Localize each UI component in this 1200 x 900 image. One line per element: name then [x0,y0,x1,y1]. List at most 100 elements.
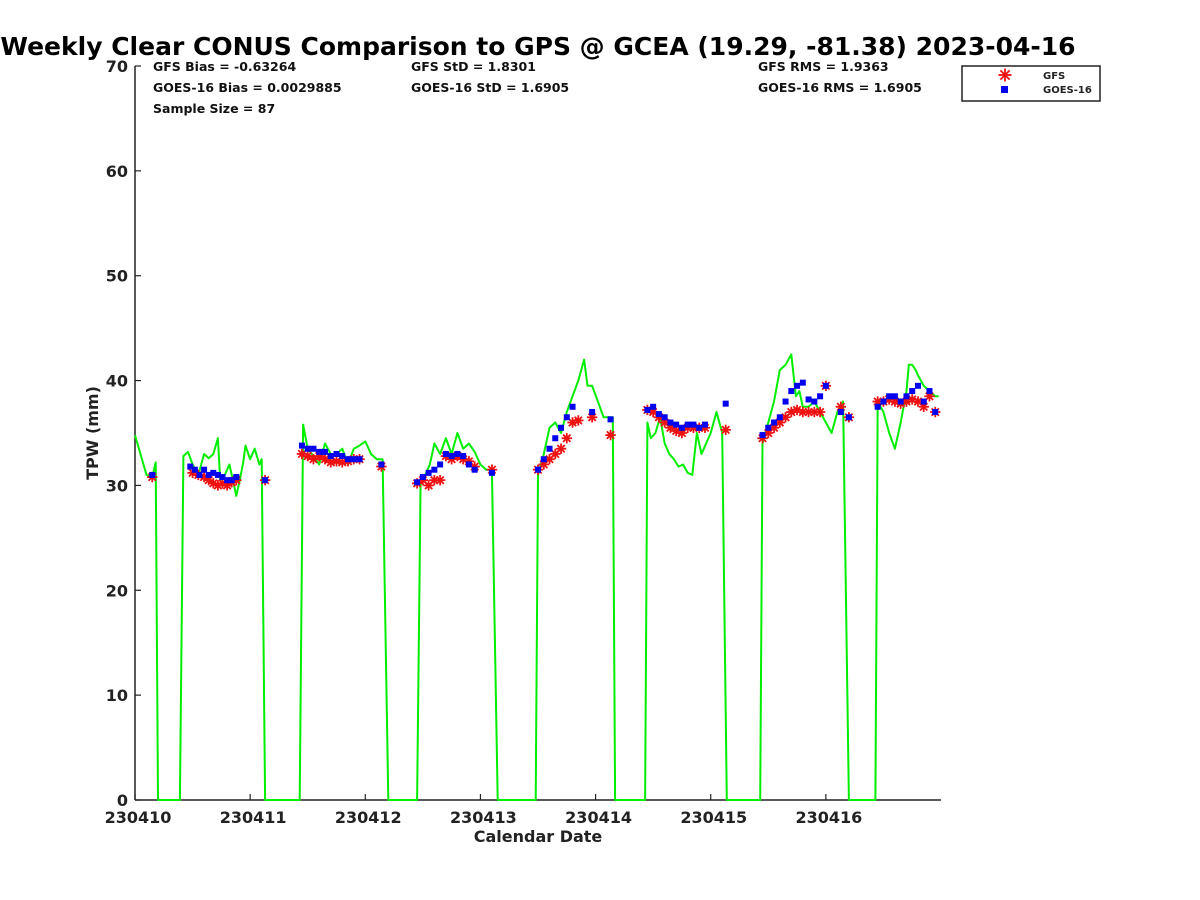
goes-point [794,382,801,389]
goes-point [437,461,444,468]
stats-block: GFS Bias = -0.63264 GOES-16 Bias = 0.002… [153,59,922,116]
goes-point [817,393,824,400]
goes-point [546,445,553,452]
goes-point [228,477,235,484]
gfs-point [573,415,584,426]
goes-point [759,432,766,439]
stat-gfs-std: GFS StD = 1.8301 [411,59,536,74]
goes-point [465,461,472,468]
goes-point [558,424,565,431]
gfs-point [720,424,731,436]
stat-goes-bias: GOES-16 Bias = 0.0029885 [153,80,342,95]
goes-point [262,477,269,484]
goes-point [903,393,910,400]
plot-area: 0 10 20 30 40 50 60 70 230410 230411 230412 230413… [105,57,941,827]
goes-point [224,477,231,484]
goes-point [149,471,156,478]
gfs-point [605,429,616,441]
gfs-point-stroke [606,430,615,440]
goes-point [684,421,691,428]
goes-point [350,456,357,463]
goes-point [310,445,317,452]
goes-point [722,400,729,407]
goes-point [201,466,208,473]
gfs-point-stroke [815,407,825,417]
goes-point [607,416,614,423]
stat-goes-std: GOES-16 StD = 1.6905 [411,80,569,95]
chart-title: Weekly Clear CONUS Comparison to GPS @ G… [0,32,1075,61]
legend-goes-marker [1001,86,1008,93]
gfs-point-stroke [913,397,923,406]
gfs-point-stroke [792,405,802,415]
goes-point [454,450,461,457]
gfs-point-stroke [208,479,218,488]
goes-point [552,435,559,442]
goes-point [805,396,812,403]
goes-point [886,393,893,400]
goes-point [219,474,226,481]
x-tick-label: 230416 [795,808,862,827]
x-tick-label: 230412 [335,808,402,827]
goes-point [880,398,887,405]
gfs-point-stroke [435,475,445,485]
gfs-point-stroke [556,444,566,454]
goes-point [205,471,212,478]
goes-point [471,466,478,473]
gfs-point-stroke [297,449,307,459]
goes-point [771,419,778,426]
goes-point [425,469,432,476]
stat-gfs-bias: GFS Bias = -0.63264 [153,59,296,74]
x-tick-label: 230413 [450,808,517,827]
goes-point [782,398,789,405]
goes-point [837,409,844,416]
legend-gfs-label: GFS [1043,71,1065,82]
gps-line [134,353,939,801]
series-layer [134,353,941,801]
legend-gfs-star [998,68,1012,82]
goes-point [321,448,328,455]
x-tick-label: 230411 [220,808,287,827]
goes-point [589,409,596,416]
y-axis-ticks: 0 10 20 30 40 50 60 70 [106,57,141,810]
y-tick-label: 60 [106,162,128,181]
goes-point [345,456,352,463]
goes-point [891,393,898,400]
goes-point [316,448,323,455]
gfs-point-stroke [671,426,681,436]
legend-gfs-star-stroke [999,69,1011,81]
goes-point [909,388,916,395]
goes-point [210,469,217,476]
goes-point [914,382,921,389]
goes-point [799,379,806,386]
goes-point [333,450,340,457]
goes-point [926,388,933,395]
goes-point [920,398,927,405]
gfs-point-stroke [303,451,313,461]
y-axis-label: TPW (mm) [83,386,102,480]
goes-point [788,388,795,395]
series-goes-16 [149,379,939,486]
gfs-point-stroke [573,416,583,425]
goes-point [187,463,194,470]
gfs-point-stroke [562,433,572,443]
gfs-point-stroke [320,454,330,464]
goes-point [460,453,467,460]
y-tick-label: 70 [106,57,128,76]
gfs-point-stroke [337,458,347,467]
goes-point [233,474,240,481]
goes-point [378,461,385,468]
goes-point [776,414,783,421]
x-axis-label: Calendar Date [474,827,603,846]
goes-point [644,406,651,413]
goes-point [327,453,334,460]
legend-box [961,65,1101,102]
goes-point [304,445,311,452]
goes-point [690,421,697,428]
stat-goes-rms: GOES-16 RMS = 1.6905 [758,80,922,95]
y-tick-label: 20 [106,581,128,600]
goes-point [563,414,570,421]
y-tick-label: 50 [106,267,128,286]
x-tick-label: 230414 [565,808,632,827]
goes-point [678,424,685,431]
goes-point [540,456,547,463]
